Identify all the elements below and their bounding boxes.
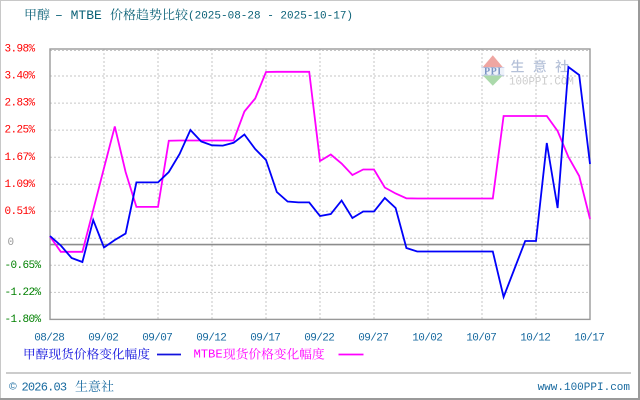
svg-text:09/27: 09/27 bbox=[358, 333, 388, 345]
svg-text:-1.80%: -1.80% bbox=[5, 314, 42, 326]
svg-text:2026.03: 2026.03 bbox=[22, 380, 67, 394]
svg-text:10/17: 10/17 bbox=[574, 333, 604, 345]
svg-text:100PPI.COM: 100PPI.COM bbox=[509, 77, 574, 89]
svg-text:09/17: 09/17 bbox=[250, 333, 280, 345]
svg-text:1.67%: 1.67% bbox=[5, 152, 36, 164]
svg-text:PPI: PPI bbox=[484, 67, 502, 78]
svg-text:09/07: 09/07 bbox=[142, 333, 172, 345]
svg-text:0.51%: 0.51% bbox=[5, 206, 36, 218]
svg-text:www.100PPI.com: www.100PPI.com bbox=[538, 382, 631, 394]
svg-text:10/07: 10/07 bbox=[466, 333, 496, 345]
svg-text:10/02: 10/02 bbox=[412, 333, 442, 345]
svg-text:2.83%: 2.83% bbox=[5, 98, 36, 110]
svg-text:©: © bbox=[9, 381, 17, 393]
svg-text:09/22: 09/22 bbox=[304, 333, 334, 345]
svg-text:1.09%: 1.09% bbox=[5, 179, 36, 191]
svg-text:08/28: 08/28 bbox=[34, 333, 64, 345]
svg-text:2.25%: 2.25% bbox=[5, 125, 36, 137]
svg-text:-0.65%: -0.65% bbox=[5, 260, 42, 272]
svg-text:10/12: 10/12 bbox=[520, 333, 550, 345]
svg-text:MTBE: MTBE bbox=[194, 348, 223, 362]
svg-text:09/12: 09/12 bbox=[196, 333, 226, 345]
svg-text:– MTBE: – MTBE bbox=[55, 8, 102, 23]
svg-text:3.98%: 3.98% bbox=[5, 44, 36, 56]
svg-text:3.40%: 3.40% bbox=[5, 71, 36, 83]
svg-text:09/02: 09/02 bbox=[88, 333, 118, 345]
svg-text:-1.22%: -1.22% bbox=[5, 287, 42, 299]
svg-text:(2025-08-28 - 2025-10-17): (2025-08-28 - 2025-10-17) bbox=[188, 11, 353, 23]
svg-text:0: 0 bbox=[8, 237, 14, 249]
